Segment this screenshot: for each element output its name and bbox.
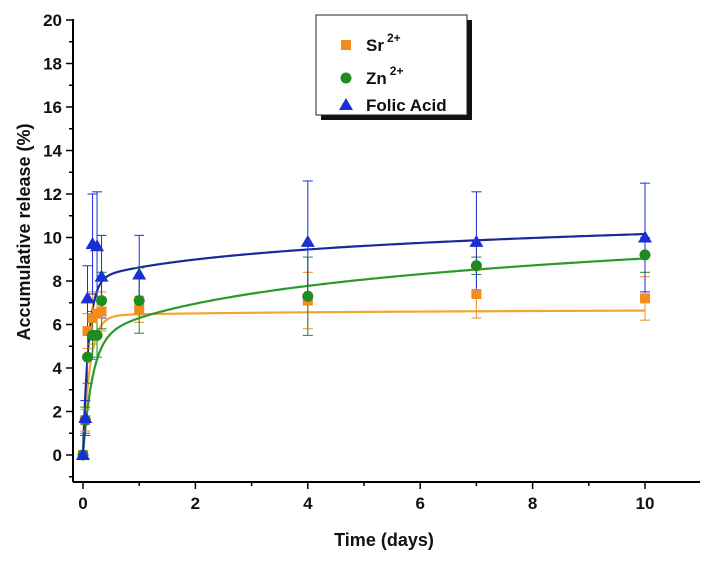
- circle-point: [302, 290, 314, 302]
- legend-label: Sr 2+: [366, 31, 401, 55]
- y-tick-label: 16: [43, 98, 62, 117]
- triangle-point: [132, 267, 147, 280]
- y-tick-label: 18: [43, 55, 62, 74]
- legend-label: Folic Acid: [366, 96, 447, 115]
- y-tick-label: 8: [53, 272, 62, 291]
- circle-point: [96, 295, 108, 307]
- circle-point: [81, 351, 93, 363]
- x-tick-label: 2: [191, 494, 200, 513]
- legend-marker-triangle: [339, 98, 353, 110]
- x-tick-label: 0: [78, 494, 87, 513]
- legend-label: Zn 2+: [366, 64, 403, 88]
- data-markers: [76, 230, 652, 461]
- triangle-point: [638, 230, 652, 243]
- x-tick-label: 4: [303, 494, 313, 513]
- square-point: [471, 289, 482, 300]
- triangle-point: [94, 269, 109, 282]
- circle-point: [470, 260, 482, 272]
- legend-label-name: Zn: [366, 69, 387, 88]
- legend-label-superscript: 2+: [387, 31, 401, 45]
- legend-marker-square: [341, 40, 351, 50]
- legend-label-name: Sr: [366, 36, 384, 55]
- triangle-point: [469, 234, 484, 247]
- triangle-point: [76, 448, 90, 460]
- legend-marker-circle: [340, 72, 352, 84]
- x-tick-label: 8: [528, 494, 537, 513]
- y-tick-label: 6: [53, 316, 62, 335]
- triangle-point: [90, 239, 105, 252]
- legend: Sr 2+Zn 2+Folic Acid: [315, 14, 472, 120]
- y-tick-label: 20: [43, 11, 62, 30]
- y-tick-label: 12: [43, 185, 62, 204]
- legend-label-name: Folic Acid: [366, 96, 447, 115]
- square-point: [640, 293, 650, 304]
- y-tick-label: 4: [53, 359, 63, 378]
- x-tick-label: 6: [415, 494, 424, 513]
- square-point: [96, 306, 107, 317]
- y-tick-label: 2: [53, 403, 62, 422]
- square-point: [82, 326, 93, 337]
- legend-label-superscript: 2+: [390, 64, 404, 78]
- x-axis-title: Time (days): [334, 530, 434, 550]
- y-axis-title: Accumulative release (%): [14, 123, 34, 340]
- y-tick-label: 10: [43, 229, 62, 248]
- fit-curve-square: [81, 309, 646, 455]
- triangle-point: [300, 234, 315, 247]
- error-bars: [80, 180, 650, 436]
- y-tick-label: 0: [53, 446, 62, 465]
- square-point: [134, 304, 145, 315]
- fit-curve-circle: [81, 257, 646, 456]
- axes: 0 2 4 6 8 10 12 14 16 18 20 0 2 4 6 8 10: [43, 11, 700, 513]
- triangle-point: [80, 291, 95, 304]
- legend-box: [315, 14, 468, 116]
- triangle-point: [78, 411, 93, 424]
- fit-curves: [81, 232, 646, 456]
- x-tick-label: 10: [636, 494, 655, 513]
- circle-point: [639, 249, 651, 261]
- fit-curve-triangle: [81, 232, 646, 455]
- circle-point: [133, 295, 145, 307]
- circle-point: [91, 329, 103, 341]
- y-tick-label: 14: [43, 142, 62, 161]
